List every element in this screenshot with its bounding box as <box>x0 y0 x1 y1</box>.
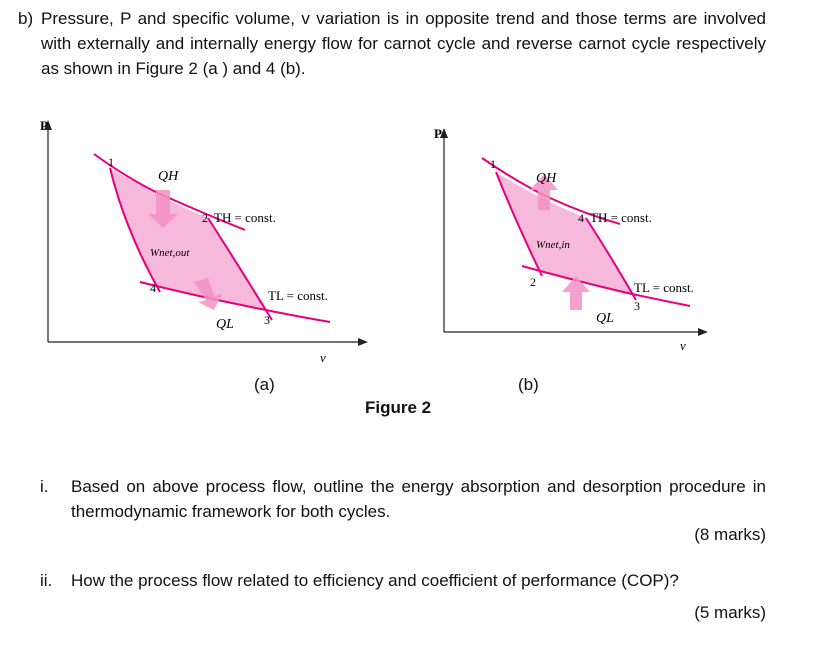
diagram-a-point-4: 4 <box>150 281 156 295</box>
diagram-a-point-1: 1 <box>108 155 114 169</box>
diagram-a-ql-arrow <box>194 278 222 310</box>
diagram-a-tl-label: TL = const. <box>268 288 328 303</box>
diagram-a-point-3: 3 <box>264 313 270 327</box>
diagram-a-adiabat-23 <box>207 217 273 321</box>
diagram-b-y-arrow <box>440 128 448 138</box>
diagram-b-point-3: 3 <box>634 299 640 313</box>
diagram-b: 1 2 3 4 P v QH QL Wnet,in TH = const. TL… <box>434 126 708 353</box>
diagram-a: 1 2 3 4 P v QH QL Wnet,out TH = const. T… <box>40 118 368 365</box>
diagram-a-x-arrow <box>358 338 368 346</box>
question-i: i. Based on above process flow, outline … <box>40 474 766 524</box>
diagram-b-tl-label: TL = const. <box>634 280 694 295</box>
diagram-b-qh-arrow <box>530 174 558 210</box>
diagram-a-adiabat-41 <box>109 167 161 293</box>
intro-paragraph: b) Pressure, P and specific volume, v va… <box>18 6 766 81</box>
diagram-a-th-label: TH = const. <box>214 210 276 225</box>
question-ii: ii. How the process flow related to effi… <box>40 568 766 593</box>
diagram-b-adiabat-right <box>585 217 637 301</box>
diagram-b-cycle-fill <box>496 172 632 294</box>
diagram-b-point-2: 2 <box>530 275 536 289</box>
question-i-marks: (8 marks) <box>694 525 766 544</box>
diagram-b-adiabat-left <box>495 171 543 277</box>
diagram-a-point-2: 2 <box>202 211 208 225</box>
question-ii-number: ii. <box>40 571 53 590</box>
diagram-a-ql-label: QL <box>216 317 234 332</box>
diagram-a-tl-isotherm <box>139 281 331 323</box>
diagram-a-qh-label: QH <box>158 169 179 184</box>
panel-a-caption: (a) <box>254 375 275 394</box>
panel-b-caption: (b) <box>518 375 539 394</box>
diagram-b-ql-arrow <box>562 276 590 310</box>
diagram-b-qh-label: QH <box>536 171 557 186</box>
diagram-b-tl-isotherm <box>521 265 691 307</box>
figure-title: Figure 2 <box>365 398 432 417</box>
diagram-b-work-label: Wnet,in <box>536 239 570 251</box>
diagram-b-point-1: 1 <box>490 157 496 171</box>
diagram-b-th-label: TH = const. <box>590 210 652 225</box>
figure-2-svg: 1 2 3 4 P v QH QL Wnet,out TH = const. T… <box>40 118 708 365</box>
diagram-b-x-arrow <box>698 328 708 336</box>
question-ii-text: How the process flow related to efficien… <box>71 571 679 590</box>
diagram-b-ql-label: QL <box>596 311 614 326</box>
diagram-b-p-label: P <box>434 126 442 141</box>
diagram-b-v-label: v <box>680 338 686 353</box>
question-i-text: Based on above process flow, outline the… <box>71 477 766 521</box>
question-i-number: i. <box>40 477 49 496</box>
diagram-a-y-arrow <box>44 120 52 130</box>
intro-label: b) <box>18 9 34 28</box>
diagram-a-qh-arrow <box>148 190 178 228</box>
figure-2: 1 2 3 4 P v QH QL Wnet,out TH = const. T… <box>30 110 790 430</box>
diagram-a-work-label: Wnet,out <box>150 247 190 259</box>
diagram-a-cycle-fill <box>110 168 266 310</box>
intro-text: Pressure, P and specific volume, v varia… <box>41 9 766 78</box>
diagram-a-p-label: P <box>40 118 48 133</box>
diagram-b-point-4: 4 <box>578 211 584 225</box>
question-ii-marks: (5 marks) <box>694 603 766 622</box>
diagram-a-v-label: v <box>320 350 326 365</box>
